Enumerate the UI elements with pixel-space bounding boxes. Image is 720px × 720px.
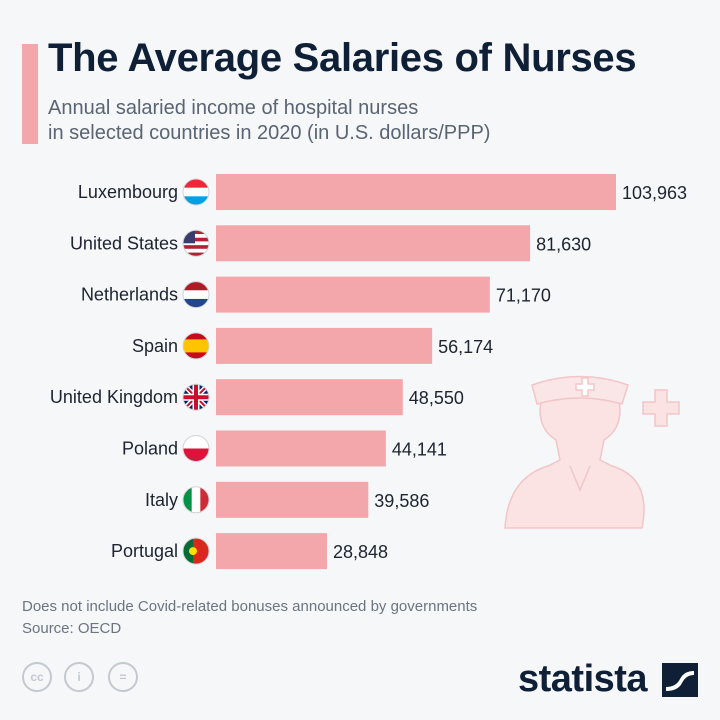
italy-flag-icon <box>182 486 210 514</box>
bar-row: Poland 44,141 <box>122 430 447 467</box>
bar-row: Italy 39,586 <box>145 481 429 518</box>
nurse-illustration-icon <box>504 375 680 529</box>
title-accent-bar <box>22 44 38 144</box>
netherlands-flag-icon <box>182 281 210 309</box>
category-label: Italy <box>145 490 178 510</box>
bar-row: United States 81,630 <box>70 225 591 262</box>
bar <box>216 481 369 518</box>
bar-row: Luxembourg 103,963 <box>78 174 687 210</box>
value-label: 71,170 <box>496 286 551 306</box>
subtitle-line-2: in selected countries in 2020 (in U.S. d… <box>48 122 491 144</box>
portugal-flag-icon <box>182 537 210 565</box>
category-label: Netherlands <box>81 285 178 305</box>
value-label: 39,586 <box>374 491 429 511</box>
source-text: Source: OECD <box>22 620 122 637</box>
spain-flag-icon <box>182 332 210 360</box>
category-label: United States <box>70 233 178 253</box>
statista-logo-mark-icon <box>662 663 698 697</box>
cc-icon[interactable]: cc <box>22 662 52 692</box>
bar <box>216 276 490 313</box>
poland-flag-icon <box>182 435 210 462</box>
category-label: Luxembourg <box>78 182 178 202</box>
bar <box>216 533 327 570</box>
value-label: 44,141 <box>392 440 447 460</box>
bar-row: Spain 56,174 <box>132 327 493 364</box>
chart-title: The Average Salaries of Nurses <box>48 36 637 80</box>
attribution-icon[interactable]: i <box>64 662 94 692</box>
footnote-text: Does not include Covid-related bonuses a… <box>22 598 478 615</box>
value-label: 28,848 <box>333 542 388 562</box>
bar-row: Netherlands 71,170 <box>81 276 551 313</box>
bar <box>216 327 433 364</box>
usa-flag-icon <box>182 229 210 257</box>
value-label: 81,630 <box>536 234 591 254</box>
uk-flag-icon <box>182 383 210 411</box>
no-derivatives-icon[interactable]: = <box>108 662 138 692</box>
bar-row: Portugal 28,848 <box>111 533 388 570</box>
value-label: 56,174 <box>438 337 493 357</box>
bar-row: United Kingdom 48,550 <box>50 379 464 416</box>
bar <box>216 225 531 262</box>
footnote: Does not include Covid-related bonuses a… <box>22 596 477 640</box>
category-label: United Kingdom <box>50 387 178 407</box>
bar <box>216 430 386 467</box>
category-label: Portugal <box>111 541 178 561</box>
category-label: Spain <box>132 336 178 356</box>
bar <box>216 379 403 416</box>
subtitle-line-1: Annual salaried income of hospital nurse… <box>48 97 419 119</box>
bar <box>216 174 616 210</box>
luxembourg-flag-icon <box>182 178 210 206</box>
statista-logo[interactable]: statista <box>518 658 648 700</box>
category-label: Poland <box>122 439 178 459</box>
value-label: 103,963 <box>622 183 687 203</box>
chart-subtitle: Annual salaried income of hospital nurse… <box>48 96 490 146</box>
value-label: 48,550 <box>409 388 464 408</box>
